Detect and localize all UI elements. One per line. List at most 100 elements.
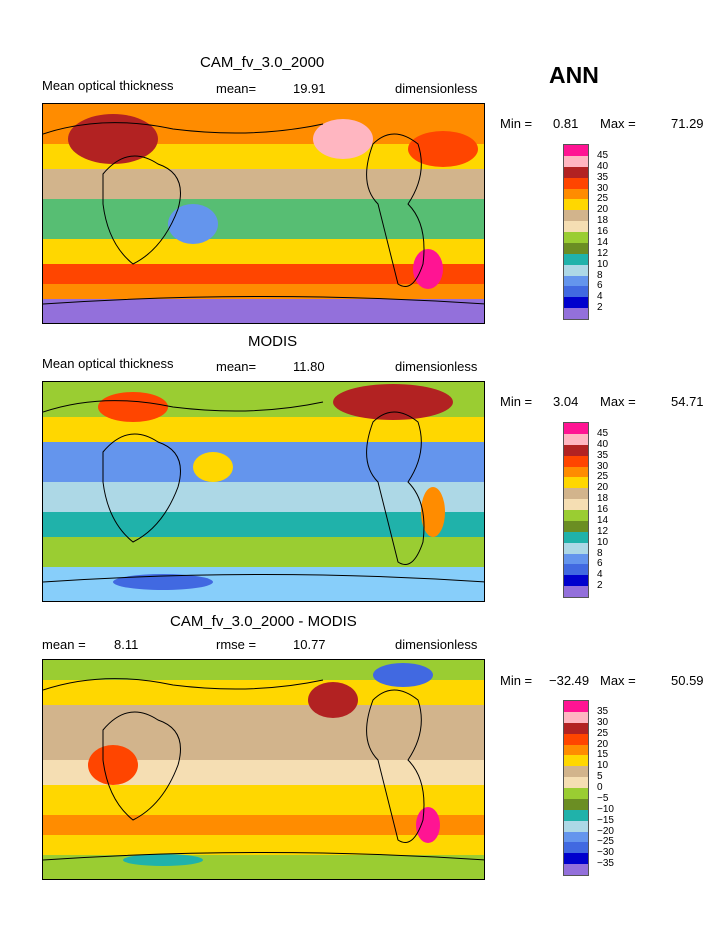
colorbar-tick-label: 25 bbox=[597, 471, 609, 483]
colorbar-tick-label: −30 bbox=[597, 847, 614, 859]
panel1-title: CAM_fv_3.0_2000 bbox=[200, 54, 325, 71]
panel2-max-label: Max = bbox=[600, 394, 636, 409]
colorbar-tick-label: 8 bbox=[597, 547, 603, 559]
colorbar-tick-label: 18 bbox=[597, 215, 609, 227]
colorbar-swatch bbox=[564, 232, 588, 243]
colorbar-swatch bbox=[564, 575, 588, 587]
colorbar-tick-label: 4 bbox=[597, 291, 603, 303]
panel2-max-value: 54.71 bbox=[671, 394, 704, 409]
colorbar-tick-label: 4 bbox=[597, 569, 603, 581]
panel3-rmse-label: rmse = bbox=[216, 637, 257, 652]
colorbar-swatch bbox=[564, 423, 588, 434]
colorbar-swatch bbox=[564, 520, 588, 532]
panel3-min-value: −32.49 bbox=[549, 673, 590, 688]
panel1-min-value: 0.81 bbox=[553, 116, 579, 131]
colorbar-tick-label: 45 bbox=[597, 427, 609, 439]
colorbar-swatch bbox=[564, 820, 588, 832]
colorbar-swatch bbox=[564, 788, 588, 799]
colorbar-tick-label: 5 bbox=[597, 771, 603, 783]
colorbar-swatch bbox=[564, 722, 588, 734]
colorbar-swatch bbox=[564, 275, 588, 287]
colorbar-tick-label: 2 bbox=[597, 302, 603, 314]
panel3-max-value: 50.59 bbox=[671, 673, 704, 688]
colorbar-tick-label: 30 bbox=[597, 716, 609, 728]
panel1-units: dimensionless bbox=[395, 81, 478, 96]
panel2-mean-value: 11.80 bbox=[293, 359, 325, 374]
colorbar-swatch bbox=[564, 701, 588, 712]
colorbar-swatch bbox=[564, 531, 588, 543]
colorbar-tick-label: 12 bbox=[597, 247, 609, 259]
colorbar-tick-label: 20 bbox=[597, 738, 609, 750]
colorbar-swatch bbox=[564, 733, 588, 745]
colorbar-swatch bbox=[564, 711, 588, 723]
colorbar-swatch bbox=[564, 188, 588, 200]
colorbar-swatch bbox=[564, 199, 588, 211]
colorbar-swatch bbox=[564, 221, 588, 232]
colorbar-swatch bbox=[564, 155, 588, 167]
panel1-max-value: 71.29 bbox=[671, 116, 704, 131]
colorbar-tick-label: 12 bbox=[597, 525, 609, 537]
colorbar-tick-label: 15 bbox=[597, 749, 609, 761]
colorbar-swatch bbox=[564, 542, 588, 554]
colorbar-swatch bbox=[564, 809, 588, 821]
panel2-min-label: Min = bbox=[500, 394, 533, 409]
colorbar-tick-label: 6 bbox=[597, 280, 603, 292]
colorbar-swatch bbox=[564, 755, 588, 767]
panel3-min-label: Min = bbox=[500, 673, 533, 688]
colorbar-swatch bbox=[564, 433, 588, 445]
colorbar-swatch bbox=[564, 510, 588, 521]
colorbar-tick-label: 35 bbox=[597, 171, 609, 183]
panel2-units: dimensionless bbox=[395, 359, 478, 374]
panel2-colorbar bbox=[563, 422, 589, 598]
colorbar-tick-label: 2 bbox=[597, 580, 603, 592]
colorbar-tick-label: −10 bbox=[597, 803, 614, 815]
colorbar-tick-label: 16 bbox=[597, 226, 609, 237]
colorbar-swatch bbox=[564, 853, 588, 865]
panel1-mean-value: 19.91 bbox=[293, 81, 326, 96]
colorbar-swatch bbox=[564, 308, 588, 319]
colorbar-swatch bbox=[564, 466, 588, 478]
colorbar-tick-label: 0 bbox=[597, 782, 603, 793]
colorbar-tick-label: −5 bbox=[597, 792, 609, 804]
colorbar-tick-label: 40 bbox=[597, 160, 609, 172]
panel2-mean-label: mean= bbox=[216, 359, 257, 374]
colorbar-swatch bbox=[564, 798, 588, 810]
colorbar-swatch bbox=[564, 744, 588, 756]
colorbar-tick-label: 35 bbox=[597, 449, 609, 461]
colorbar-swatch bbox=[564, 455, 588, 467]
colorbar-swatch bbox=[564, 777, 588, 788]
panel2-variable-label: Mean optical thickness bbox=[42, 356, 174, 371]
panel3-title: CAM_fv_3.0_2000 - MODIS bbox=[170, 613, 357, 630]
colorbar-tick-label: 45 bbox=[597, 149, 609, 161]
colorbar-swatch bbox=[564, 477, 588, 489]
colorbar-swatch bbox=[564, 553, 588, 565]
panel3-mean-value: 8.11 bbox=[114, 637, 139, 652]
panel2-title: MODIS bbox=[248, 333, 298, 350]
colorbar-swatch bbox=[564, 444, 588, 456]
colorbar-tick-label: 30 bbox=[597, 182, 609, 194]
colorbar-tick-label: 35 bbox=[597, 705, 609, 717]
panel3-colorbar bbox=[563, 700, 589, 876]
panel3-max-label: Max = bbox=[600, 673, 636, 688]
colorbar-swatch bbox=[564, 264, 588, 276]
colorbar-tick-label: 40 bbox=[597, 438, 609, 450]
panel2-min-value: 3.04 bbox=[553, 394, 579, 409]
colorbar-tick-label: 14 bbox=[597, 514, 609, 526]
colorbar-swatch bbox=[564, 499, 588, 510]
colorbar-swatch bbox=[564, 766, 588, 778]
colorbar-tick-label: 16 bbox=[597, 504, 609, 515]
colorbar-tick-label: 30 bbox=[597, 460, 609, 472]
colorbar-swatch bbox=[564, 166, 588, 178]
colorbar-swatch bbox=[564, 242, 588, 254]
panel1-variable-label: Mean optical thickness bbox=[42, 78, 174, 93]
colorbar-swatch bbox=[564, 488, 588, 500]
colorbar-tick-label: −35 bbox=[597, 858, 614, 870]
colorbar-swatch bbox=[564, 864, 588, 875]
colorbar-swatch bbox=[564, 286, 588, 298]
colorbar-swatch bbox=[564, 842, 588, 854]
colorbar-tick-label: 25 bbox=[597, 193, 609, 205]
colorbar-swatch bbox=[564, 831, 588, 843]
panel3-units: dimensionless bbox=[395, 637, 478, 652]
colorbar-swatch bbox=[564, 177, 588, 189]
panel3-map bbox=[42, 659, 485, 880]
